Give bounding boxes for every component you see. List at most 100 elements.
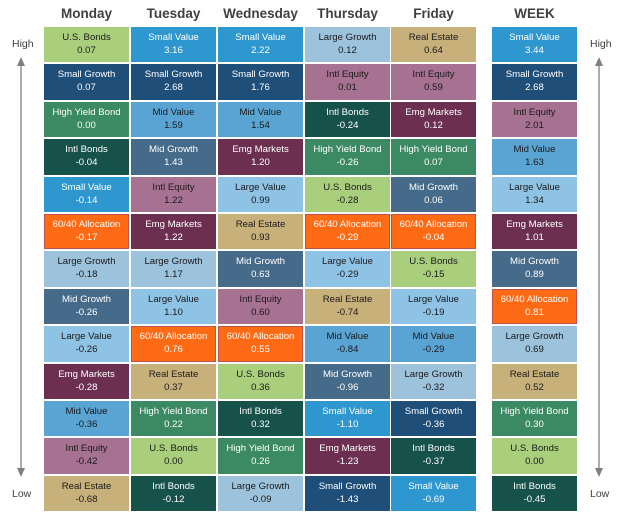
cell-thursday-intl-bonds: Intl Bonds -0.24 — [305, 101, 390, 138]
cell-thursday-mid-value: Mid Value -0.84 — [305, 326, 390, 362]
cell-week-mid-value: Mid Value 1.63 — [492, 139, 577, 175]
cell-monday-real-estate: Real Estate -0.68 — [44, 475, 129, 512]
return-value: 0.00 — [77, 119, 96, 131]
cell-friday-intl-equity: Intl Equity 0.59 — [391, 64, 476, 100]
return-value: 0.55 — [251, 344, 270, 356]
return-value: 0.59 — [424, 82, 443, 94]
cell-wednesday-high-yield-bond: High Yield Bond 0.26 — [218, 438, 303, 474]
return-value: 0.26 — [251, 456, 270, 468]
asset-name: Large Growth — [505, 331, 564, 343]
cell-friday-60-40-allocation: 60/40 Allocation -0.04 — [391, 214, 476, 250]
return-value: 0.32 — [251, 419, 270, 430]
return-value: 0.00 — [525, 456, 544, 468]
asset-name: Small Growth — [231, 69, 290, 81]
asset-name: 60/40 Allocation — [226, 331, 295, 343]
cell-monday-large-value: Large Value -0.26 — [44, 326, 129, 362]
asset-name: Intl Equity — [239, 293, 282, 305]
return-value: -0.26 — [75, 344, 98, 356]
return-value: 0.93 — [251, 232, 270, 243]
asset-name: Mid Growth — [509, 256, 560, 268]
return-value: 0.81 — [525, 306, 544, 318]
asset-name: High Yield Bond — [139, 406, 208, 417]
return-value: -0.28 — [75, 381, 98, 393]
asset-name: Small Value — [408, 480, 459, 492]
asset-name: Mid Growth — [235, 256, 286, 268]
return-value: -0.42 — [75, 456, 98, 468]
return-value: 1.54 — [251, 119, 270, 131]
return-value: 0.52 — [525, 381, 544, 393]
asset-name: Intl Bonds — [152, 480, 195, 492]
return-value: -0.15 — [422, 269, 445, 281]
return-value: 0.69 — [525, 344, 544, 356]
cell-week-60-40-allocation: 60/40 Allocation 0.81 — [492, 288, 577, 325]
asset-name: U.S. Bonds — [323, 181, 372, 193]
asset-name: Large Growth — [144, 256, 203, 268]
asset-name: Mid Value — [326, 331, 369, 343]
asset-name: Small Growth — [318, 480, 377, 492]
return-value: 0.00 — [164, 456, 183, 468]
asset-name: Intl Equity — [412, 69, 455, 81]
asset-name: Emg Markets — [232, 144, 289, 156]
asset-name: Mid Growth — [148, 144, 199, 156]
return-value: 0.01 — [338, 82, 357, 94]
return-value: 2.22 — [251, 45, 270, 56]
cell-week-small-value: Small Value 3.44 — [492, 27, 577, 63]
return-value: -0.19 — [422, 306, 445, 318]
cell-tuesday-small-value: Small Value 3.16 — [131, 27, 216, 63]
cell-monday-intl-bonds: Intl Bonds -0.04 — [44, 139, 129, 175]
cell-monday-u-s-bonds: U.S. Bonds 0.07 — [44, 27, 129, 63]
cell-monday-small-value: Small Value -0.14 — [44, 176, 129, 212]
return-value: -0.04 — [422, 232, 445, 243]
cell-wednesday-small-growth: Small Growth 1.76 — [218, 64, 303, 100]
return-value: -0.68 — [75, 493, 98, 505]
return-value: 1.43 — [164, 157, 183, 169]
cell-week-large-growth: Large Growth 0.69 — [492, 326, 577, 362]
asset-name: Small Value — [235, 32, 286, 43]
cell-thursday-mid-growth: Mid Growth -0.96 — [305, 363, 390, 399]
cell-week-u-s-bonds: U.S. Bonds 0.00 — [492, 438, 577, 474]
asset-name: Mid Value — [412, 331, 455, 343]
cell-friday-intl-bonds: Intl Bonds -0.37 — [391, 438, 476, 474]
return-value: -1.23 — [336, 456, 359, 468]
high-label-left: High — [12, 38, 34, 50]
asset-name: U.S. Bonds — [149, 443, 198, 455]
cell-tuesday-intl-equity: Intl Equity 1.22 — [131, 176, 216, 212]
cell-tuesday-small-growth: Small Growth 2.68 — [131, 64, 216, 100]
asset-name: Small Growth — [57, 69, 116, 81]
asset-name: Mid Growth — [61, 293, 112, 305]
asset-name: Small Value — [322, 406, 373, 417]
return-value: 0.07 — [77, 82, 96, 94]
cell-tuesday-intl-bonds: Intl Bonds -0.12 — [131, 475, 216, 512]
return-value: 1.76 — [251, 82, 270, 94]
return-value: -0.12 — [162, 493, 185, 505]
cell-week-mid-growth: Mid Growth 0.89 — [492, 251, 577, 287]
asset-name: Large Value — [321, 256, 374, 268]
column-header-week: WEEK — [514, 6, 555, 21]
asset-name: Intl Equity — [513, 106, 556, 118]
asset-name: High Yield Bond — [399, 144, 468, 156]
asset-name: 60/40 Allocation — [399, 219, 468, 230]
return-value: 2.01 — [525, 119, 544, 131]
asset-name: Large Growth — [318, 32, 377, 43]
return-value: 0.64 — [424, 45, 443, 56]
cell-week-intl-bonds: Intl Bonds -0.45 — [492, 475, 577, 512]
asset-name: Mid Value — [152, 106, 195, 118]
cell-wednesday-large-growth: Large Growth -0.09 — [218, 475, 303, 512]
cell-friday-mid-growth: Mid Growth 0.06 — [391, 176, 476, 212]
asset-name: Mid Value — [65, 406, 108, 417]
asset-name: Large Growth — [231, 480, 290, 492]
cell-week-intl-equity: Intl Equity 2.01 — [492, 101, 577, 138]
asset-name: Emg Markets — [405, 106, 462, 118]
return-value: 1.20 — [251, 157, 270, 169]
return-value: 0.06 — [424, 194, 443, 206]
return-value: -0.69 — [422, 493, 445, 505]
asset-name: U.S. Bonds — [236, 368, 285, 380]
cell-monday-mid-growth: Mid Growth -0.26 — [44, 288, 129, 325]
return-value: -0.37 — [422, 456, 445, 468]
asset-name: Intl Equity — [152, 181, 195, 193]
cell-tuesday-real-estate: Real Estate 0.37 — [131, 363, 216, 399]
cell-wednesday-large-value: Large Value 0.99 — [218, 176, 303, 212]
asset-name: U.S. Bonds — [62, 32, 111, 43]
return-value: -0.24 — [336, 119, 359, 131]
return-value: -0.04 — [75, 157, 98, 169]
